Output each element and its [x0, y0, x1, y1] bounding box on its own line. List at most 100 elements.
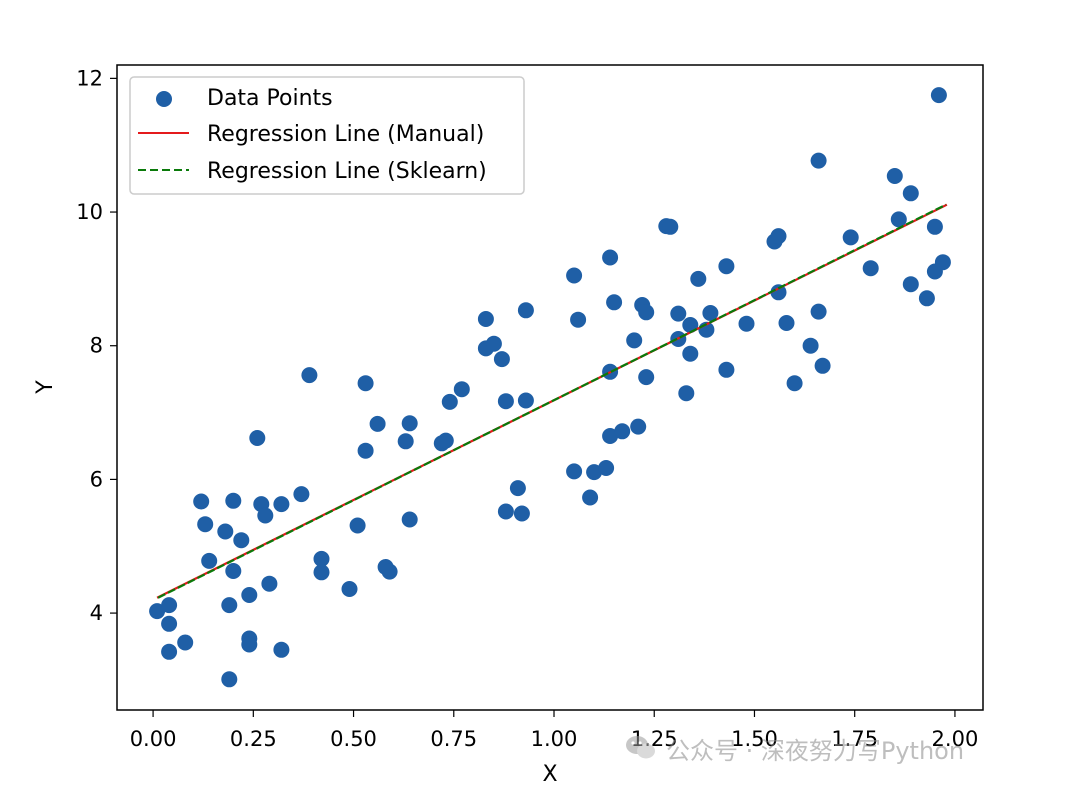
- wechat-icon: [626, 736, 655, 759]
- data-point: [718, 361, 735, 378]
- data-point: [401, 415, 418, 432]
- data-point: [241, 636, 258, 653]
- data-point: [509, 480, 526, 497]
- data-point: [177, 634, 194, 651]
- data-point: [497, 503, 514, 520]
- data-point: [886, 168, 903, 184]
- data-point: [161, 643, 178, 660]
- data-point: [814, 357, 831, 374]
- data-point: [249, 430, 266, 446]
- data-point: [570, 311, 587, 328]
- data-point: [441, 393, 458, 410]
- data-point: [293, 486, 310, 503]
- data-point: [810, 152, 827, 169]
- data-point: [630, 418, 647, 435]
- axis-ticks: 0.00 0.25 0.50 0.75 1.00 1.25 1.50 1.75 2.004681…: [76, 66, 978, 751]
- data-point: [926, 218, 943, 235]
- data-point: [638, 369, 655, 386]
- data-point: [161, 615, 178, 632]
- data-point: [662, 218, 679, 235]
- legend-label-sklearn-line: Regression Line (Sklearn): [207, 159, 487, 184]
- data-point: [313, 564, 330, 581]
- data-point: [493, 351, 510, 368]
- data-point: [842, 229, 859, 246]
- data-point: [437, 432, 454, 449]
- x-tick-label: 1.75: [831, 727, 878, 751]
- legend-marker-data-points: [156, 91, 172, 107]
- data-point: [770, 284, 787, 301]
- data-point: [497, 393, 514, 410]
- data-point: [586, 464, 603, 481]
- y-tick-label: 6: [90, 467, 103, 491]
- x-tick-label: 0.25: [230, 727, 277, 751]
- data-point: [702, 305, 719, 321]
- data-point: [225, 492, 242, 509]
- data-point: [369, 415, 386, 432]
- data-point: [161, 597, 178, 614]
- x-tick-label: 0.00: [130, 727, 177, 751]
- data-point: [582, 489, 599, 506]
- y-tick-label: 10: [76, 200, 103, 224]
- plot-area: [149, 87, 951, 688]
- regression-line-sklearn: [157, 203, 947, 599]
- data-point: [477, 311, 494, 327]
- x-tick-label: 0.50: [330, 727, 377, 751]
- data-point: [670, 305, 687, 322]
- data-point: [261, 575, 278, 592]
- axes-frame: [116, 64, 984, 711]
- data-point: [193, 493, 210, 510]
- data-point: [810, 303, 827, 320]
- x-tick-label: 1.50: [731, 727, 778, 751]
- data-point: [682, 345, 699, 362]
- data-point: [357, 375, 374, 392]
- legend-label-manual-line: Regression Line (Manual): [207, 122, 484, 147]
- data-point: [221, 597, 238, 614]
- data-point: [517, 302, 534, 319]
- data-point: [273, 496, 290, 513]
- data-point: [930, 87, 947, 104]
- data-point: [626, 332, 643, 349]
- y-tick-label: 12: [76, 66, 103, 90]
- data-point: [217, 523, 234, 540]
- legend-box: [129, 76, 525, 195]
- data-point: [770, 228, 787, 245]
- data-point: [381, 563, 398, 580]
- data-point: [598, 460, 615, 476]
- data-point: [257, 507, 274, 524]
- data-point: [485, 335, 502, 352]
- data-point: [738, 315, 755, 332]
- data-point: [606, 294, 623, 311]
- x-axis-label: X: [542, 762, 557, 787]
- watermark: 公众号 · 深夜努力写Python: [624, 730, 964, 766]
- data-point: [149, 603, 166, 620]
- data-point: [918, 290, 935, 307]
- data-point: [802, 337, 819, 354]
- data-point: [453, 381, 470, 398]
- data-point: [786, 375, 803, 392]
- data-point: [778, 315, 795, 331]
- data-point: [890, 211, 907, 228]
- y-tick-label: 8: [90, 334, 103, 358]
- data-point: [201, 552, 218, 569]
- data-point: [602, 249, 619, 266]
- data-point: [902, 276, 919, 293]
- data-point: [638, 304, 655, 321]
- data-point: [566, 463, 583, 480]
- data-point: [614, 423, 631, 440]
- data-point: [902, 185, 919, 202]
- data-point: [690, 270, 707, 287]
- x-tick-label: 1.00: [531, 727, 578, 751]
- data-point: [241, 587, 258, 603]
- data-point: [513, 505, 530, 522]
- data-point: [397, 433, 414, 450]
- data-point: [221, 671, 238, 688]
- y-axis-label: Y: [33, 380, 58, 395]
- data-point: [934, 254, 951, 271]
- data-point: [233, 532, 250, 549]
- data-point: [313, 550, 330, 567]
- x-tick-label: 2.00: [932, 727, 979, 751]
- legend-label-data-points: Data Points: [207, 86, 333, 111]
- legend: Data Points Regression Line (Manual) Reg…: [129, 76, 525, 195]
- data-point: [401, 511, 418, 528]
- data-point: [357, 442, 374, 459]
